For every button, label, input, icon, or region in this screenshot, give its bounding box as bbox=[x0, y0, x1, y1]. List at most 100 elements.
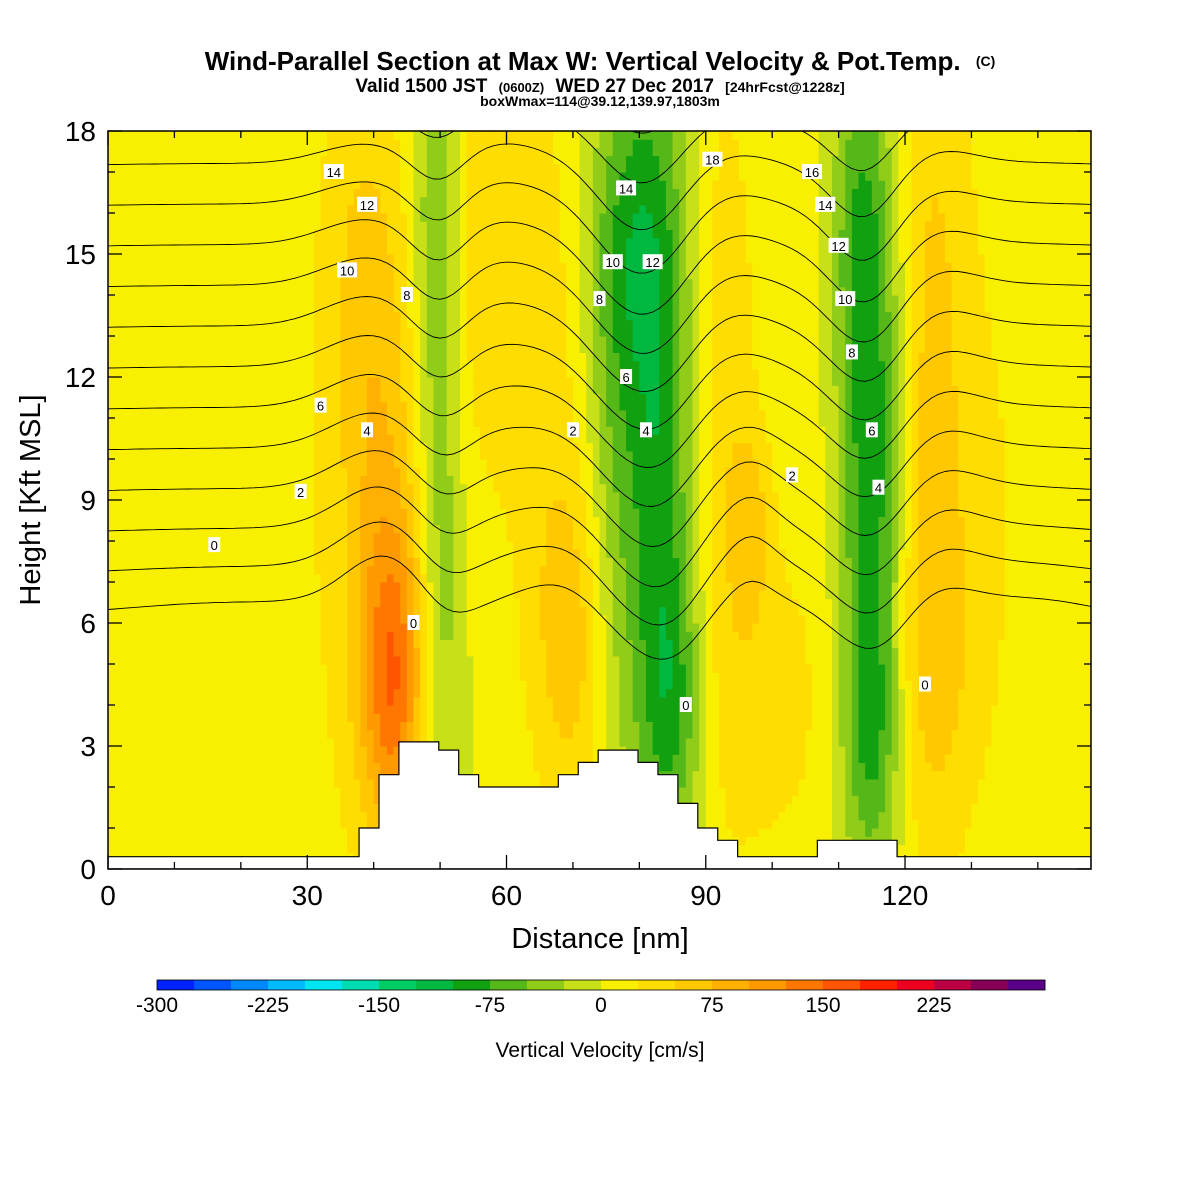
velocity-cell bbox=[320, 327, 328, 337]
velocity-cell bbox=[114, 393, 122, 403]
velocity-cell bbox=[360, 647, 368, 657]
velocity-cell bbox=[234, 590, 242, 599]
velocity-cell bbox=[227, 360, 235, 370]
velocity-cell bbox=[340, 163, 348, 173]
velocity-cell bbox=[340, 196, 348, 206]
velocity-cell bbox=[433, 188, 441, 198]
velocity-cell bbox=[114, 434, 122, 444]
velocity-cell bbox=[367, 803, 375, 813]
velocity-cell bbox=[260, 196, 268, 206]
velocity-cell bbox=[293, 729, 302, 739]
velocity-cell bbox=[360, 360, 368, 370]
velocity-cell bbox=[108, 803, 116, 813]
velocity-cell bbox=[234, 557, 242, 567]
velocity-cell bbox=[320, 672, 328, 681]
velocity-cell bbox=[274, 836, 282, 845]
velocity-cell bbox=[260, 598, 268, 608]
velocity-cell bbox=[187, 582, 195, 591]
velocity-cell bbox=[134, 270, 142, 280]
velocity-cell bbox=[440, 188, 448, 198]
velocity-cell bbox=[254, 770, 262, 780]
velocity-cell bbox=[267, 352, 275, 362]
velocity-cell bbox=[367, 352, 375, 362]
velocity-cell bbox=[426, 557, 435, 567]
velocity-cell bbox=[214, 368, 222, 378]
velocity-cell bbox=[181, 245, 189, 255]
velocity-cell bbox=[327, 557, 335, 567]
velocity-cell bbox=[267, 770, 275, 780]
velocity-cell bbox=[360, 803, 368, 813]
velocity-cell bbox=[181, 582, 189, 591]
velocity-cell bbox=[154, 664, 162, 673]
velocity-cell bbox=[108, 286, 116, 296]
velocity-cell bbox=[274, 377, 282, 386]
velocity-cell bbox=[413, 418, 421, 427]
velocity-cell bbox=[300, 155, 308, 165]
velocity-cell bbox=[293, 532, 302, 542]
velocity-cell bbox=[220, 573, 229, 583]
velocity-cell bbox=[194, 844, 202, 854]
velocity-cell bbox=[440, 262, 448, 271]
velocity-cell bbox=[347, 754, 355, 763]
velocity-cell bbox=[313, 746, 322, 755]
velocity-cell bbox=[380, 295, 388, 304]
velocity-cell bbox=[433, 582, 441, 591]
velocity-cell bbox=[360, 655, 368, 665]
velocity-cell bbox=[280, 696, 288, 706]
velocity-cell bbox=[154, 721, 162, 731]
velocity-cell bbox=[108, 811, 116, 821]
velocity-cell bbox=[141, 721, 149, 731]
velocity-cell bbox=[267, 524, 275, 534]
velocity-cell bbox=[400, 680, 408, 690]
velocity-cell bbox=[460, 393, 468, 403]
velocity-cell bbox=[313, 442, 322, 452]
velocity-cell bbox=[453, 254, 461, 263]
velocity-cell bbox=[373, 680, 381, 690]
velocity-cell bbox=[320, 500, 328, 509]
velocity-cell bbox=[386, 705, 395, 714]
velocity-cell bbox=[446, 344, 454, 353]
velocity-cell bbox=[446, 385, 454, 394]
velocity-cell bbox=[413, 172, 421, 181]
velocity-cell bbox=[293, 245, 302, 255]
velocity-cell bbox=[141, 664, 149, 673]
velocity-cell bbox=[287, 483, 295, 493]
velocity-cell bbox=[320, 204, 328, 214]
velocity-cell bbox=[353, 606, 361, 616]
velocity-cell bbox=[420, 278, 428, 288]
velocity-cell bbox=[393, 713, 401, 722]
velocity-cell bbox=[453, 532, 461, 542]
velocity-cell bbox=[353, 418, 361, 427]
velocity-cell bbox=[167, 795, 176, 804]
velocity-cell bbox=[267, 163, 275, 173]
velocity-cell bbox=[147, 655, 156, 665]
velocity-cell bbox=[274, 442, 282, 452]
velocity-cell bbox=[327, 491, 335, 501]
velocity-cell bbox=[214, 639, 222, 649]
velocity-cell bbox=[274, 393, 282, 403]
velocity-cell bbox=[446, 688, 454, 698]
velocity-cell bbox=[327, 688, 335, 698]
velocity-cell bbox=[114, 590, 122, 599]
velocity-cell bbox=[240, 442, 249, 452]
velocity-cell bbox=[453, 573, 461, 583]
velocity-cell bbox=[274, 229, 282, 239]
velocity-cell bbox=[141, 319, 149, 329]
velocity-cell bbox=[240, 204, 249, 214]
velocity-cell bbox=[174, 819, 182, 829]
velocity-cell bbox=[141, 352, 149, 362]
velocity-cell bbox=[367, 508, 375, 517]
velocity-cell bbox=[380, 442, 388, 452]
velocity-cell bbox=[274, 639, 282, 649]
velocity-cell bbox=[161, 746, 169, 755]
velocity-cell bbox=[287, 631, 295, 640]
velocity-cell bbox=[260, 639, 268, 649]
velocity-cell bbox=[340, 442, 348, 452]
velocity-cell bbox=[240, 623, 249, 632]
velocity-cell bbox=[214, 139, 222, 148]
velocity-cell bbox=[161, 262, 169, 271]
velocity-cell bbox=[161, 450, 169, 460]
velocity-cell bbox=[141, 377, 149, 386]
velocity-cell bbox=[360, 311, 368, 321]
velocity-cell bbox=[247, 778, 255, 788]
